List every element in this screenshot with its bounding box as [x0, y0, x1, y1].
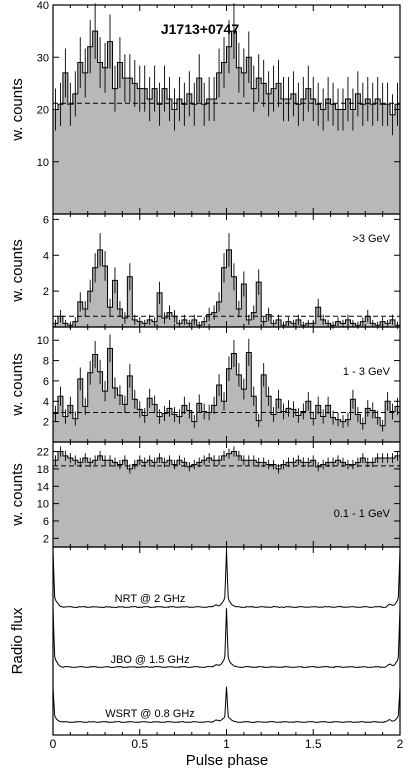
- ytick-label-gt3-2: 6: [43, 214, 49, 226]
- ytick-label-1to3-1: 4: [43, 396, 49, 408]
- ytick-label-all-1: 20: [37, 105, 49, 117]
- ytick-label-all-0: 10: [37, 157, 49, 169]
- ytick-label-1to3-2: 6: [43, 376, 49, 388]
- ytick-label-0.1to1-5: 22: [37, 447, 49, 459]
- xtick-label-2: 1: [223, 737, 230, 751]
- ylabel-radio: Radio flux: [9, 607, 26, 674]
- panel-1to3: 2 4 6 8 10 1 - 3 GeV w. counts: [9, 326, 401, 443]
- panel-gt3: 2 4 6 >3 GeV w. counts: [9, 213, 401, 329]
- ytick-label-1to3-0: 2: [43, 417, 49, 429]
- ytick-label-0.1to1-3: 14: [37, 481, 49, 493]
- energy-label-gt3: >3 GeV: [352, 233, 390, 245]
- x-axis-label: Pulse phase: [186, 752, 269, 769]
- panel-0.1to1: 2 6 10 14 18 22 0.1 - 1 GeV w. counts: [9, 441, 401, 548]
- histogram-0.1to1: [52, 451, 401, 548]
- radio-profile-0: [52, 550, 401, 609]
- radio-profile-2: [52, 686, 401, 723]
- x-axis: 0 0.5 1 1.5 2: [50, 737, 404, 751]
- ytick-label-0.1to1-2: 10: [37, 499, 49, 511]
- panel-all: 10 20 30 40 J1713+0747 w. counts: [9, 0, 401, 215]
- panels-group: 10 20 30 40 J1713+0747 w. counts 2 4 6 >3 GeV w. c…: [9, 0, 401, 736]
- ytick-label-0.1to1-4: 18: [37, 464, 49, 476]
- radio-label-0: NRT @ 2 GHz: [115, 593, 186, 605]
- radio-label-2: WSRT @ 0.8 GHz: [105, 708, 195, 720]
- ylabel-1to3: w. counts: [9, 353, 26, 417]
- xtick-label-4: 2: [397, 737, 404, 751]
- ytick-label-0.1to1-0: 2: [43, 533, 49, 545]
- energy-label-1to3: 1 - 3 GeV: [343, 366, 391, 378]
- ylabel-all: w. counts: [9, 78, 26, 142]
- radio-label-1: JBO @ 1.5 GHz: [110, 654, 189, 666]
- xtick-label-1: 0.5: [131, 737, 148, 751]
- panel-radio: NRT @ 2 GHz JBO @ 1.5 GHz WSRT @ 0.8 GHz Ra…: [9, 546, 401, 736]
- ytick-label-gt3-1: 4: [43, 250, 49, 262]
- frame-radio: [52, 546, 401, 736]
- ylabel-gt3: w. counts: [9, 239, 26, 303]
- ylabel-0.1to1: w. counts: [9, 463, 26, 527]
- radio-profile-1: [52, 607, 401, 669]
- histogram-all: [52, 30, 401, 215]
- xtick-label-3: 1.5: [305, 737, 322, 751]
- energy-label-0p1to1: 0.1 - 1 GeV: [334, 508, 391, 520]
- title-label: J1713+0747: [161, 21, 239, 37]
- ytick-label-1to3-3: 8: [43, 356, 49, 368]
- ytick-label-1to3-4: 10: [37, 335, 49, 347]
- ytick-label-all-3: 40: [37, 0, 49, 12]
- ytick-label-all-2: 30: [37, 52, 49, 64]
- xtick-label-0: 0: [50, 737, 57, 751]
- ytick-label-0.1to1-1: 6: [43, 516, 49, 528]
- ytick-label-gt3-0: 2: [43, 286, 49, 298]
